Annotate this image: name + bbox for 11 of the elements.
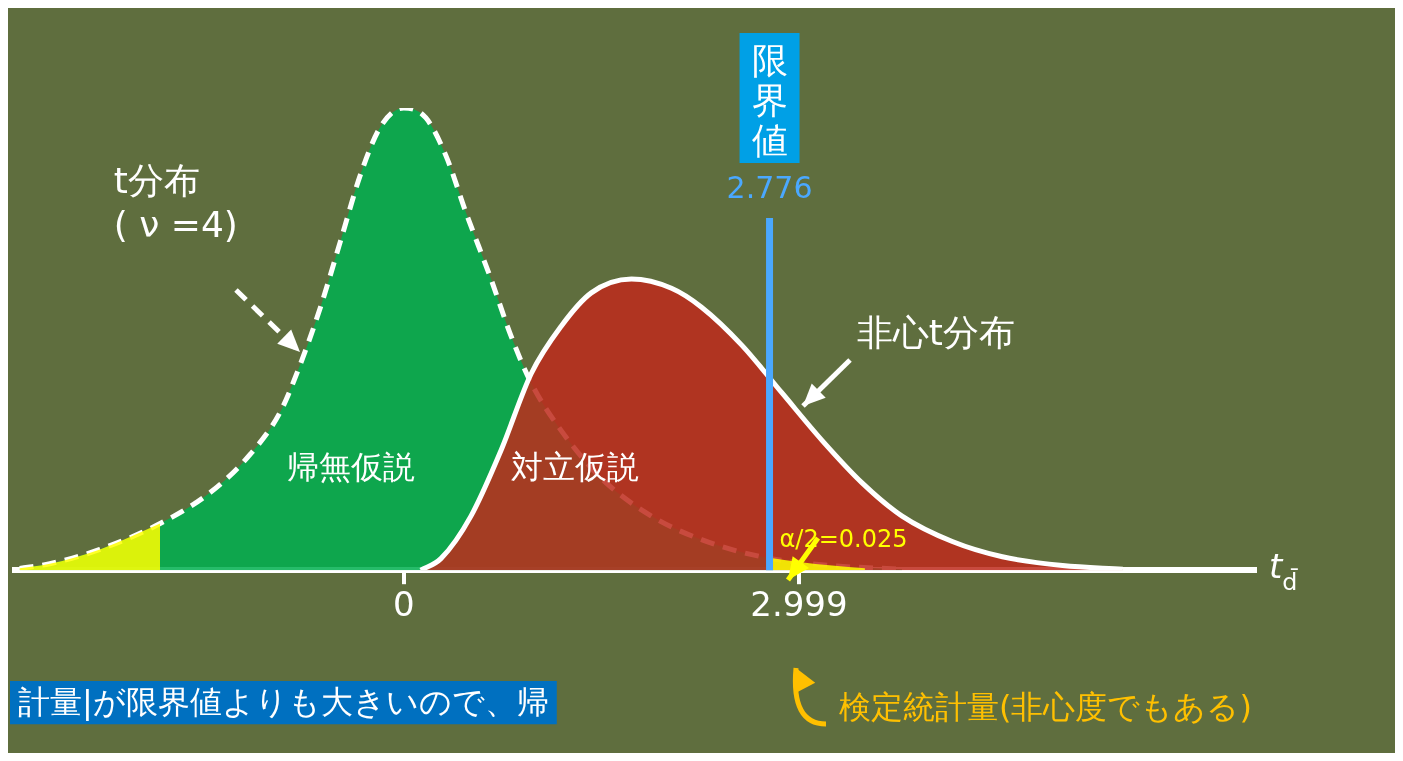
text: t分布 ( ν =4) bbox=[113, 160, 238, 245]
x-tick-label: 2.999 bbox=[750, 584, 848, 625]
annotation: α/2=0.025 bbox=[779, 525, 908, 554]
x-tick-label: 0 bbox=[392, 584, 415, 625]
annotation: 帰無仮説 bbox=[287, 447, 416, 486]
annotation: 2.776 bbox=[726, 170, 813, 205]
text: 非心t分布 bbox=[856, 311, 1015, 353]
annotation: 対立仮説 bbox=[511, 447, 640, 486]
text: 計量|が限界値よりも大きいので、帰 bbox=[18, 683, 549, 721]
ref-line-label: 限界値 bbox=[751, 40, 788, 161]
text: 検定統計量(非心度でもある) bbox=[838, 688, 1252, 727]
